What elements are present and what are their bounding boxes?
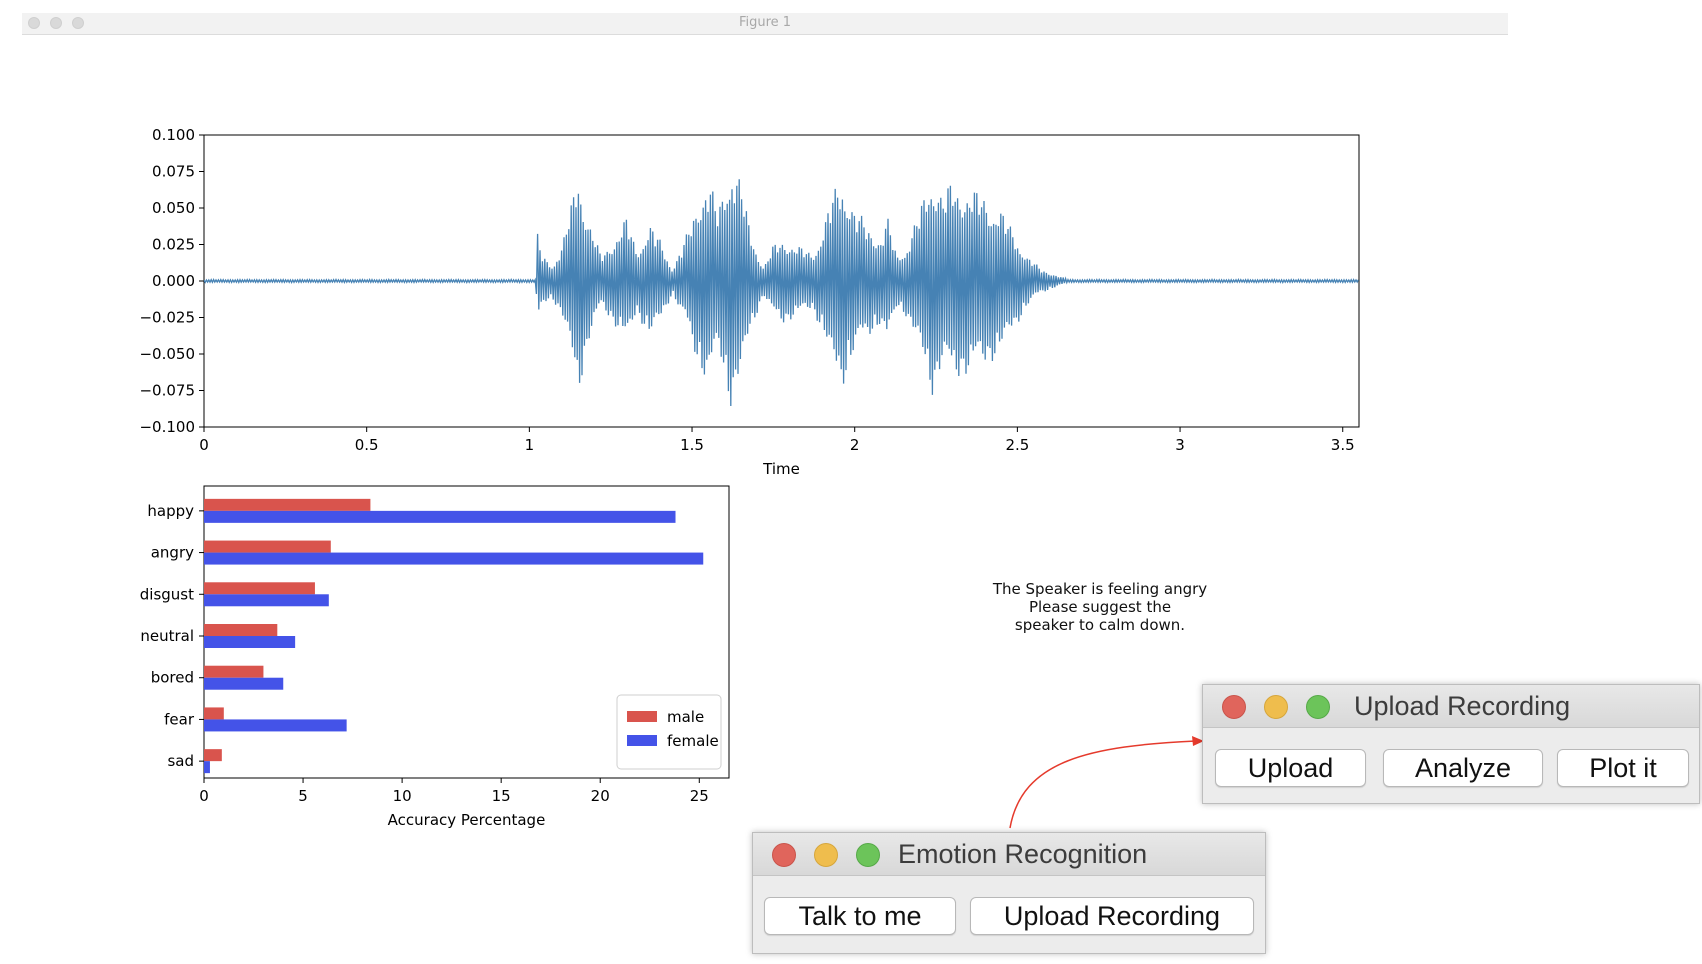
- waveform-x-tick-label: 1.5: [680, 436, 704, 454]
- bar-male-sad: [204, 749, 222, 762]
- arrow-head-icon: [1192, 736, 1204, 746]
- bar-female-sad: [204, 761, 210, 774]
- bar-category-label-angry: angry: [151, 544, 194, 562]
- emotion-window-title: Emotion Recognition: [898, 839, 1148, 869]
- waveform-y-tick-label: 0.025: [152, 236, 195, 254]
- waveform-y-tick-label: 0.075: [152, 163, 195, 181]
- talk-to-me-button[interactable]: Talk to me: [764, 897, 956, 935]
- analyze-button[interactable]: Analyze: [1383, 749, 1543, 787]
- emotion-window-title-bar: Emotion Recognition: [753, 833, 1265, 876]
- minimize-icon[interactable]: [50, 17, 62, 29]
- waveform-x-axis-label: Time: [762, 460, 800, 478]
- bar-male-neutral: [204, 624, 278, 636]
- upload-window-title: Upload Recording: [1354, 691, 1571, 721]
- bar-x-tick-label: 5: [298, 787, 308, 805]
- waveform-x-tick-label: 0.5: [355, 436, 379, 454]
- waveform-x-tick-label: 2: [850, 436, 860, 454]
- bar-female-bored: [204, 677, 284, 690]
- bar-x-tick-label: 20: [591, 787, 610, 805]
- upload-recording-window: Upload Recording Upload Analyze Plot it: [1202, 684, 1700, 804]
- waveform-y-tick-label: −0.025: [139, 309, 195, 327]
- bar-female-neutral: [204, 636, 296, 648]
- legend-label-female: female: [667, 732, 719, 750]
- bar-female-angry: [204, 552, 704, 565]
- result-message-line-2: Please suggest the: [1028, 598, 1172, 616]
- bar-male-disgust: [204, 582, 315, 595]
- bar-legend: male female: [616, 694, 722, 770]
- minimize-icon[interactable]: [1264, 695, 1288, 719]
- bar-category-label-sad: sad: [167, 752, 194, 770]
- waveform-y-tick-label: 0.100: [152, 126, 195, 144]
- close-icon[interactable]: [28, 17, 40, 29]
- waveform-y-tick-label: −0.100: [139, 418, 195, 436]
- bar-category-label-bored: bored: [151, 669, 194, 687]
- waveform-x-tick-label: 3: [1175, 436, 1185, 454]
- legend-swatch-female: [627, 735, 657, 746]
- bar-category-label-happy: happy: [147, 502, 194, 520]
- bar-male-angry: [204, 540, 331, 553]
- annotation-curve: [1009, 740, 1197, 829]
- bar-x-tick-label: 0: [199, 787, 209, 805]
- emotion-recognition-window: Emotion Recognition Talk to me Upload Re…: [752, 832, 1266, 954]
- result-message: The Speaker is feeling angry Please sugg…: [930, 580, 1270, 634]
- waveform-y-tick-label: 0.050: [152, 199, 195, 217]
- bar-x-tick-label: 25: [690, 787, 709, 805]
- bar-female-disgust: [204, 594, 329, 607]
- legend-swatch-male: [627, 711, 657, 722]
- result-message-line-1: The Speaker is feeling angry: [992, 580, 1208, 598]
- result-message-line-3: speaker to calm down.: [1014, 616, 1186, 634]
- bar-female-happy: [204, 510, 676, 523]
- waveform-x-tick-label: 2.5: [1005, 436, 1029, 454]
- waveform-x-tick-label: 3.5: [1331, 436, 1355, 454]
- waveform-x-tick-label: 0: [199, 436, 209, 454]
- waveform-x-tick-label: 1: [525, 436, 535, 454]
- bar-x-tick-label: 10: [393, 787, 412, 805]
- bar-category-label-disgust: disgust: [140, 585, 194, 603]
- plot-it-button[interactable]: Plot it: [1557, 749, 1689, 787]
- bar-category-label-neutral: neutral: [140, 627, 194, 645]
- upload-recording-button[interactable]: Upload Recording: [970, 897, 1254, 935]
- waveform-y-tick-label: −0.050: [139, 345, 195, 363]
- figure-window-title: Figure 1: [738, 15, 792, 30]
- bar-male-happy: [204, 498, 371, 511]
- minimize-icon[interactable]: [814, 843, 838, 867]
- close-icon[interactable]: [1222, 695, 1246, 719]
- upload-button[interactable]: Upload: [1215, 749, 1366, 787]
- bar-male-bored: [204, 665, 264, 678]
- bar-category-label-fear: fear: [164, 710, 195, 728]
- waveform-y-tick-label: −0.075: [139, 382, 195, 400]
- bar-male-fear: [204, 707, 224, 720]
- close-icon[interactable]: [772, 843, 796, 867]
- zoom-icon[interactable]: [72, 17, 84, 29]
- waveform-chart: 0.100 0.075 0.050 0.025 0.000 −0.025 −0.050 −0.…: [139, 126, 1360, 478]
- zoom-icon[interactable]: [1306, 695, 1330, 719]
- legend-label-male: male: [667, 708, 704, 726]
- zoom-icon[interactable]: [856, 843, 880, 867]
- bar-x-tick-label: 15: [492, 787, 511, 805]
- upload-window-title-bar: Upload Recording: [1203, 685, 1699, 728]
- bar-female-fear: [204, 719, 347, 732]
- emotion-bar-chart: happy angry disgust neutral bored fear sad 0 5 10…: [140, 485, 730, 829]
- waveform-line: [203, 179, 1359, 407]
- bar-x-axis-label: Accuracy Percentage: [388, 811, 546, 829]
- figure-title-bar: Figure 1: [22, 13, 1508, 35]
- waveform-y-tick-label: 0.000: [152, 272, 195, 290]
